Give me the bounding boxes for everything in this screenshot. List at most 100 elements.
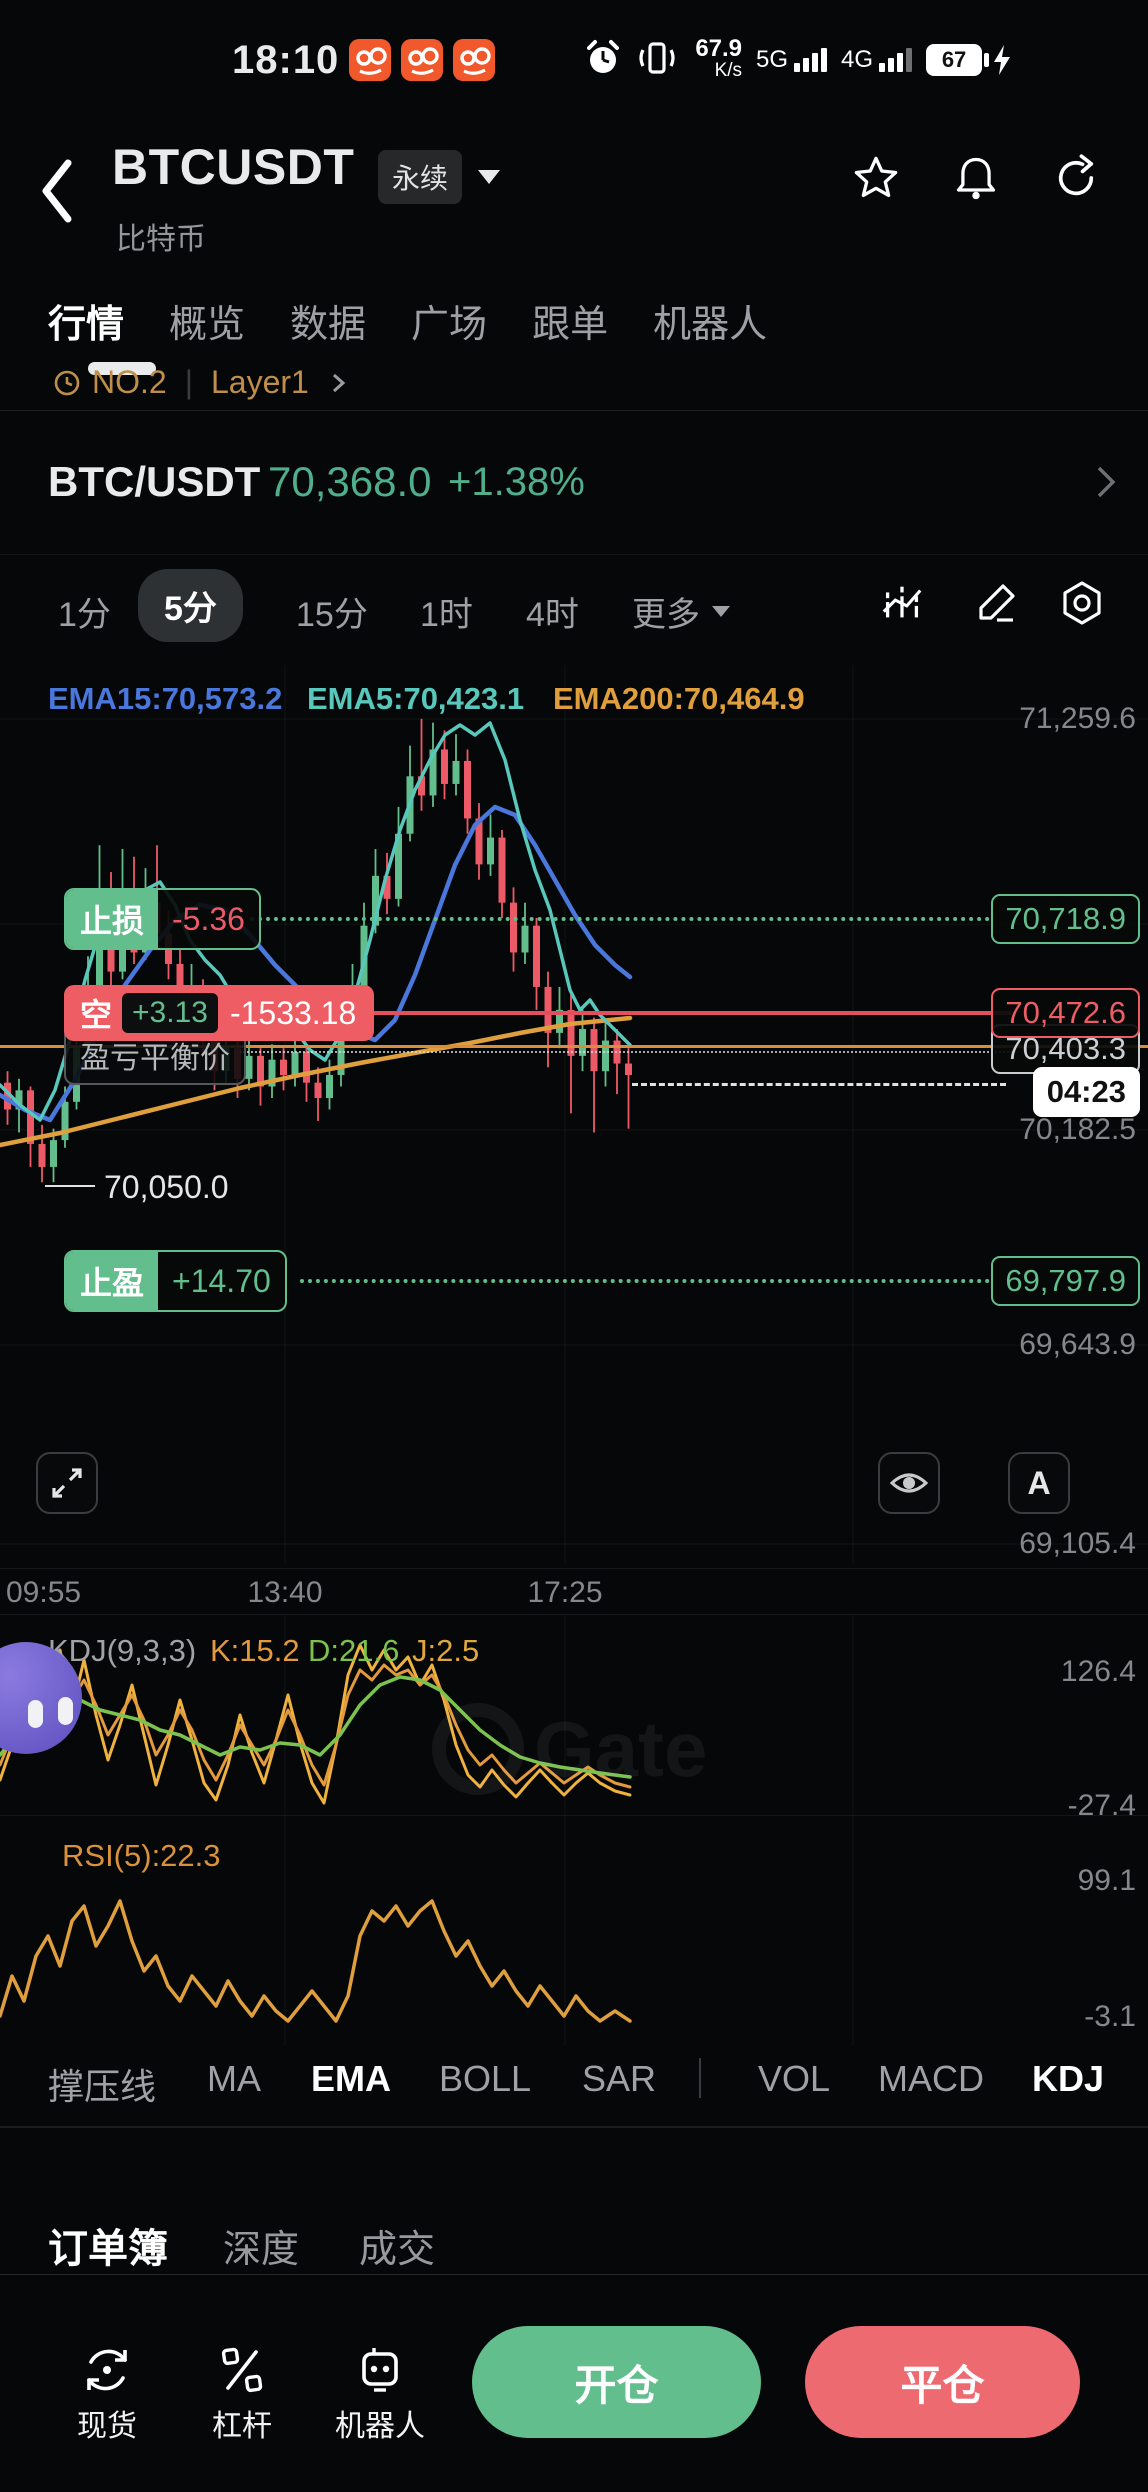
position-value: -1533.18 [229,994,357,1031]
margin-icon [221,2347,263,2393]
take-profit-label: 止盈 [66,1252,159,1310]
kdj-min: -27.4 [1067,1789,1136,1822]
take-profit-pnl: +14.70 [172,1262,271,1299]
take-profit-handle[interactable]: 止盈 +14.70 [64,1250,287,1312]
indicator-tab-support[interactable]: 撑压线 [48,2066,157,2107]
alerts-button[interactable] [952,154,1000,202]
rsi-max: 99.1 [1077,1864,1136,1897]
candlestick-canvas [0,665,1148,1565]
break-even-line [0,1045,1148,1048]
stop-loss-handle[interactable]: 止损 -5.36 [64,888,261,950]
spot-icon [87,2349,127,2391]
contract-type-selector[interactable]: 永续 [378,150,501,204]
indicator-tab-ma[interactable]: MA [207,2058,261,2099]
stop-loss-pnl: -5.36 [172,900,245,937]
close-position-button[interactable]: 平仓 [805,2326,1080,2438]
spot-button[interactable]: 现货 [77,2344,137,2445]
session-low-label: 70,050.0 [104,1169,229,1205]
time-tick: 13:40 [247,1576,323,1609]
battery-indicator: 67 [926,44,1013,76]
chevron-right-icon [332,373,346,392]
kdj-max: 126.4 [1060,1655,1136,1688]
stop-loss-label: 止损 [66,890,159,948]
tf-15m[interactable]: 15分 [296,596,368,634]
indicator-tab-ema[interactable]: EMA [311,2058,391,2099]
fullscreen-button[interactable] [36,1452,98,1514]
chart-style-button[interactable] [878,579,926,627]
indicator-tab-boll[interactable]: BOLL [439,2058,532,2099]
tf-more-dropdown[interactable]: 更多 [632,587,730,636]
kdj-title: KDJ(9,3,3) [48,1633,197,1668]
ticker-row[interactable]: BTC/USDT 70,368.0 +1.38% [0,410,1148,554]
active-tab-indicator [88,362,156,375]
kdj-k-value: K:15.2 [210,1633,300,1668]
tf-1m[interactable]: 1分 [58,596,111,634]
clock-icon [54,370,80,395]
clock-time: 18:10 [232,37,340,82]
stop-loss-line [250,917,990,921]
category-tag: Layer1 [211,368,309,400]
rsi-title: RSI(5):22.3 [62,1838,221,1873]
take-profit-line [300,1279,990,1283]
indicator-tab-vol[interactable]: VOL [758,2058,831,2099]
coin-name: 比特币 [116,223,206,256]
rank-strip[interactable]: NO.2 | Layer1 [0,368,1148,408]
price-chart[interactable]: Gate EMA15:70,573.2 EMA5:70,423.1 EMA200… [0,655,1148,1795]
tab-overview[interactable]: 概览 [169,303,246,346]
text-size-button[interactable]: A [1008,1452,1070,1514]
tab-data[interactable]: 数据 [290,303,367,346]
assistant-widget[interactable] [0,1642,82,1754]
header: BTCUSDT 永续 比特币 [0,130,1148,260]
tab-depth[interactable]: 深度 [223,2229,300,2271]
page-title: BTCUSDT [112,139,355,195]
indicator-tab-macd[interactable]: MACD [878,2058,984,2099]
ema15-legend: EMA15:70,573.2 [48,681,283,716]
refresh-button[interactable] [1052,154,1100,202]
timeframe-bar: 1分 5分 15分 1时 4时 更多 [0,555,1148,655]
rsi-panel[interactable]: RSI(5):22.3 99.1 -3.1 [0,1815,1148,2046]
sim2-signal-icon [879,48,913,72]
ema200-legend: EMA200:70,464.9 [553,681,805,716]
kdj-j-value: J:2.5 [412,1633,480,1668]
entry-price-line [66,1011,1012,1015]
rank-label: NO.2 [92,368,167,400]
indicator-settings-button[interactable] [1058,579,1106,627]
tab-square[interactable]: 广场 [411,303,488,346]
back-button[interactable] [34,155,82,232]
tab-quotes[interactable]: 行情 [48,303,125,346]
last-price: 70,368.0 [268,458,432,505]
robot-icon [362,2348,398,2392]
low-pointer-line [45,1185,95,1187]
sim1-signal-icon [794,48,828,72]
tab-bots[interactable]: 机器人 [653,303,768,346]
change-percent: +1.38% [448,460,585,504]
indicator-tab-kdj[interactable]: KDJ [1032,2058,1105,2099]
position-pnl: +3.13 [122,993,218,1033]
pair-label: BTC/USDT [48,458,261,505]
tab-copy-trading[interactable]: 跟单 [532,303,609,346]
margin-button[interactable]: 杠杆 [212,2344,272,2445]
tab-trades[interactable]: 成交 [359,2229,436,2271]
app-notification-icon [453,39,496,81]
axis-price: 69,643.9 [1019,1328,1136,1361]
visibility-button[interactable] [878,1452,940,1514]
indicator-tab-sar[interactable]: SAR [582,2058,657,2099]
app-notification-icon [401,39,444,81]
tf-4h[interactable]: 4时 [526,596,579,634]
tf-5m[interactable]: 5分 [138,569,243,642]
kdj-d-value: D:21.6 [308,1633,400,1668]
take-profit-price: 69,797.9 [991,1256,1140,1306]
position-handle[interactable]: 空 +3.13 -1533.18 [64,985,375,1041]
draw-button[interactable] [972,579,1020,627]
rsi-canvas [0,1816,854,2046]
open-position-button[interactable]: 开仓 [472,2326,761,2438]
entry-price: 70,472.6 [991,988,1140,1038]
axis-price: 69,105.4 [1019,1527,1136,1560]
tf-1h[interactable]: 1时 [420,596,473,634]
favorite-button[interactable] [852,154,900,202]
time-tick: 17:25 [527,1576,603,1609]
tab-orderbook[interactable]: 订单簿 [48,2227,168,2271]
bot-trading-button[interactable]: 机器人 [335,2344,425,2445]
nav-tabs: 行情 概览 数据 广场 跟单 机器人 [48,292,812,348]
gate-watermark: Gate [432,1703,707,1795]
